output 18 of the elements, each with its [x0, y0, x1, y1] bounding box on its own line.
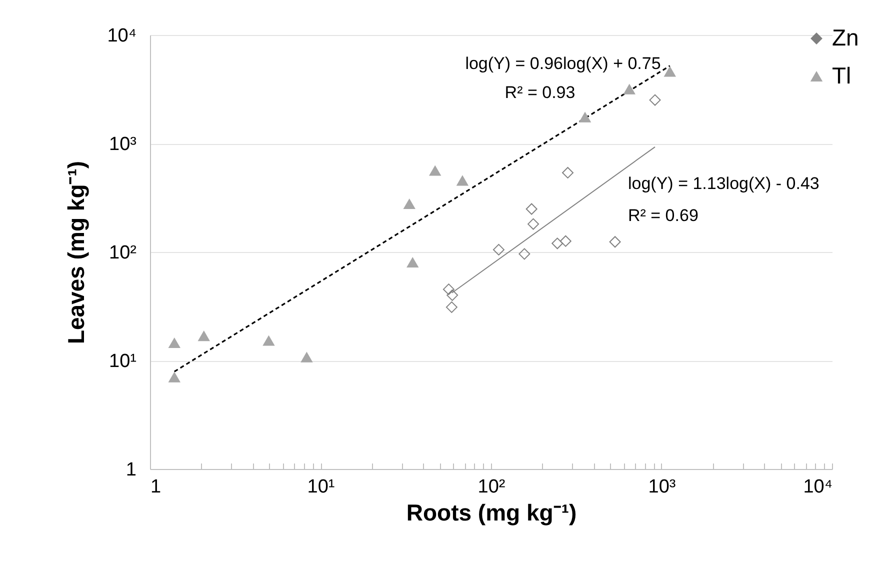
x-axis-title: Roots (mg kg⁻¹) — [406, 500, 577, 526]
legend-label: Zn — [832, 24, 859, 50]
y-tick-label: 10³ — [109, 134, 136, 155]
x-tick-label: 10¹ — [307, 476, 335, 498]
y-tick-label: 1 — [126, 460, 136, 480]
legend-label: Tl — [832, 62, 852, 88]
annotation: log(Y) = 0.96log(X) + 0.75 — [465, 54, 661, 73]
annotation: R² = 0.93 — [504, 83, 576, 102]
annotation: log(Y) = 1.13log(X) - 0.43 — [628, 174, 820, 193]
y-tick-label: 10² — [109, 242, 136, 264]
y-tick-label: 10⁴ — [107, 26, 136, 46]
x-tick-label: 10⁴ — [803, 476, 832, 498]
x-tick-label: 10³ — [648, 476, 676, 498]
x-tick-label: 1 — [150, 476, 162, 498]
annotation: R² = 0.69 — [628, 206, 698, 225]
y-tick-label: 10¹ — [109, 351, 136, 372]
y-axis-title: Leaves (mg kg⁻¹) — [63, 160, 90, 344]
x-tick-label: 10² — [478, 476, 506, 498]
